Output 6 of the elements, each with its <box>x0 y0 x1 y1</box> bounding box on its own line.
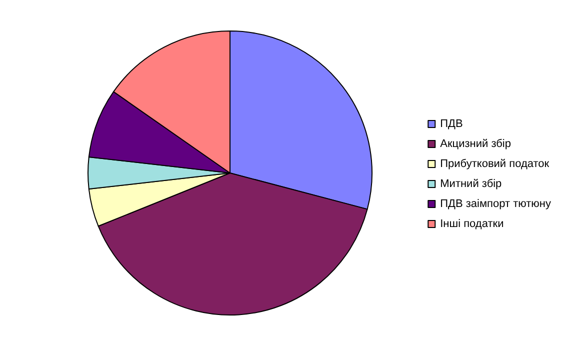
legend-label: Митний збір <box>440 178 502 190</box>
legend-label: ПДВ <box>440 118 463 130</box>
legend-label: ПДВ заімпорт тютюну <box>440 198 552 210</box>
legend-label: Інші податки <box>440 218 504 230</box>
legend-label: Акцизний збір <box>440 138 511 150</box>
legend-label: Прибутковий податок <box>440 158 550 170</box>
